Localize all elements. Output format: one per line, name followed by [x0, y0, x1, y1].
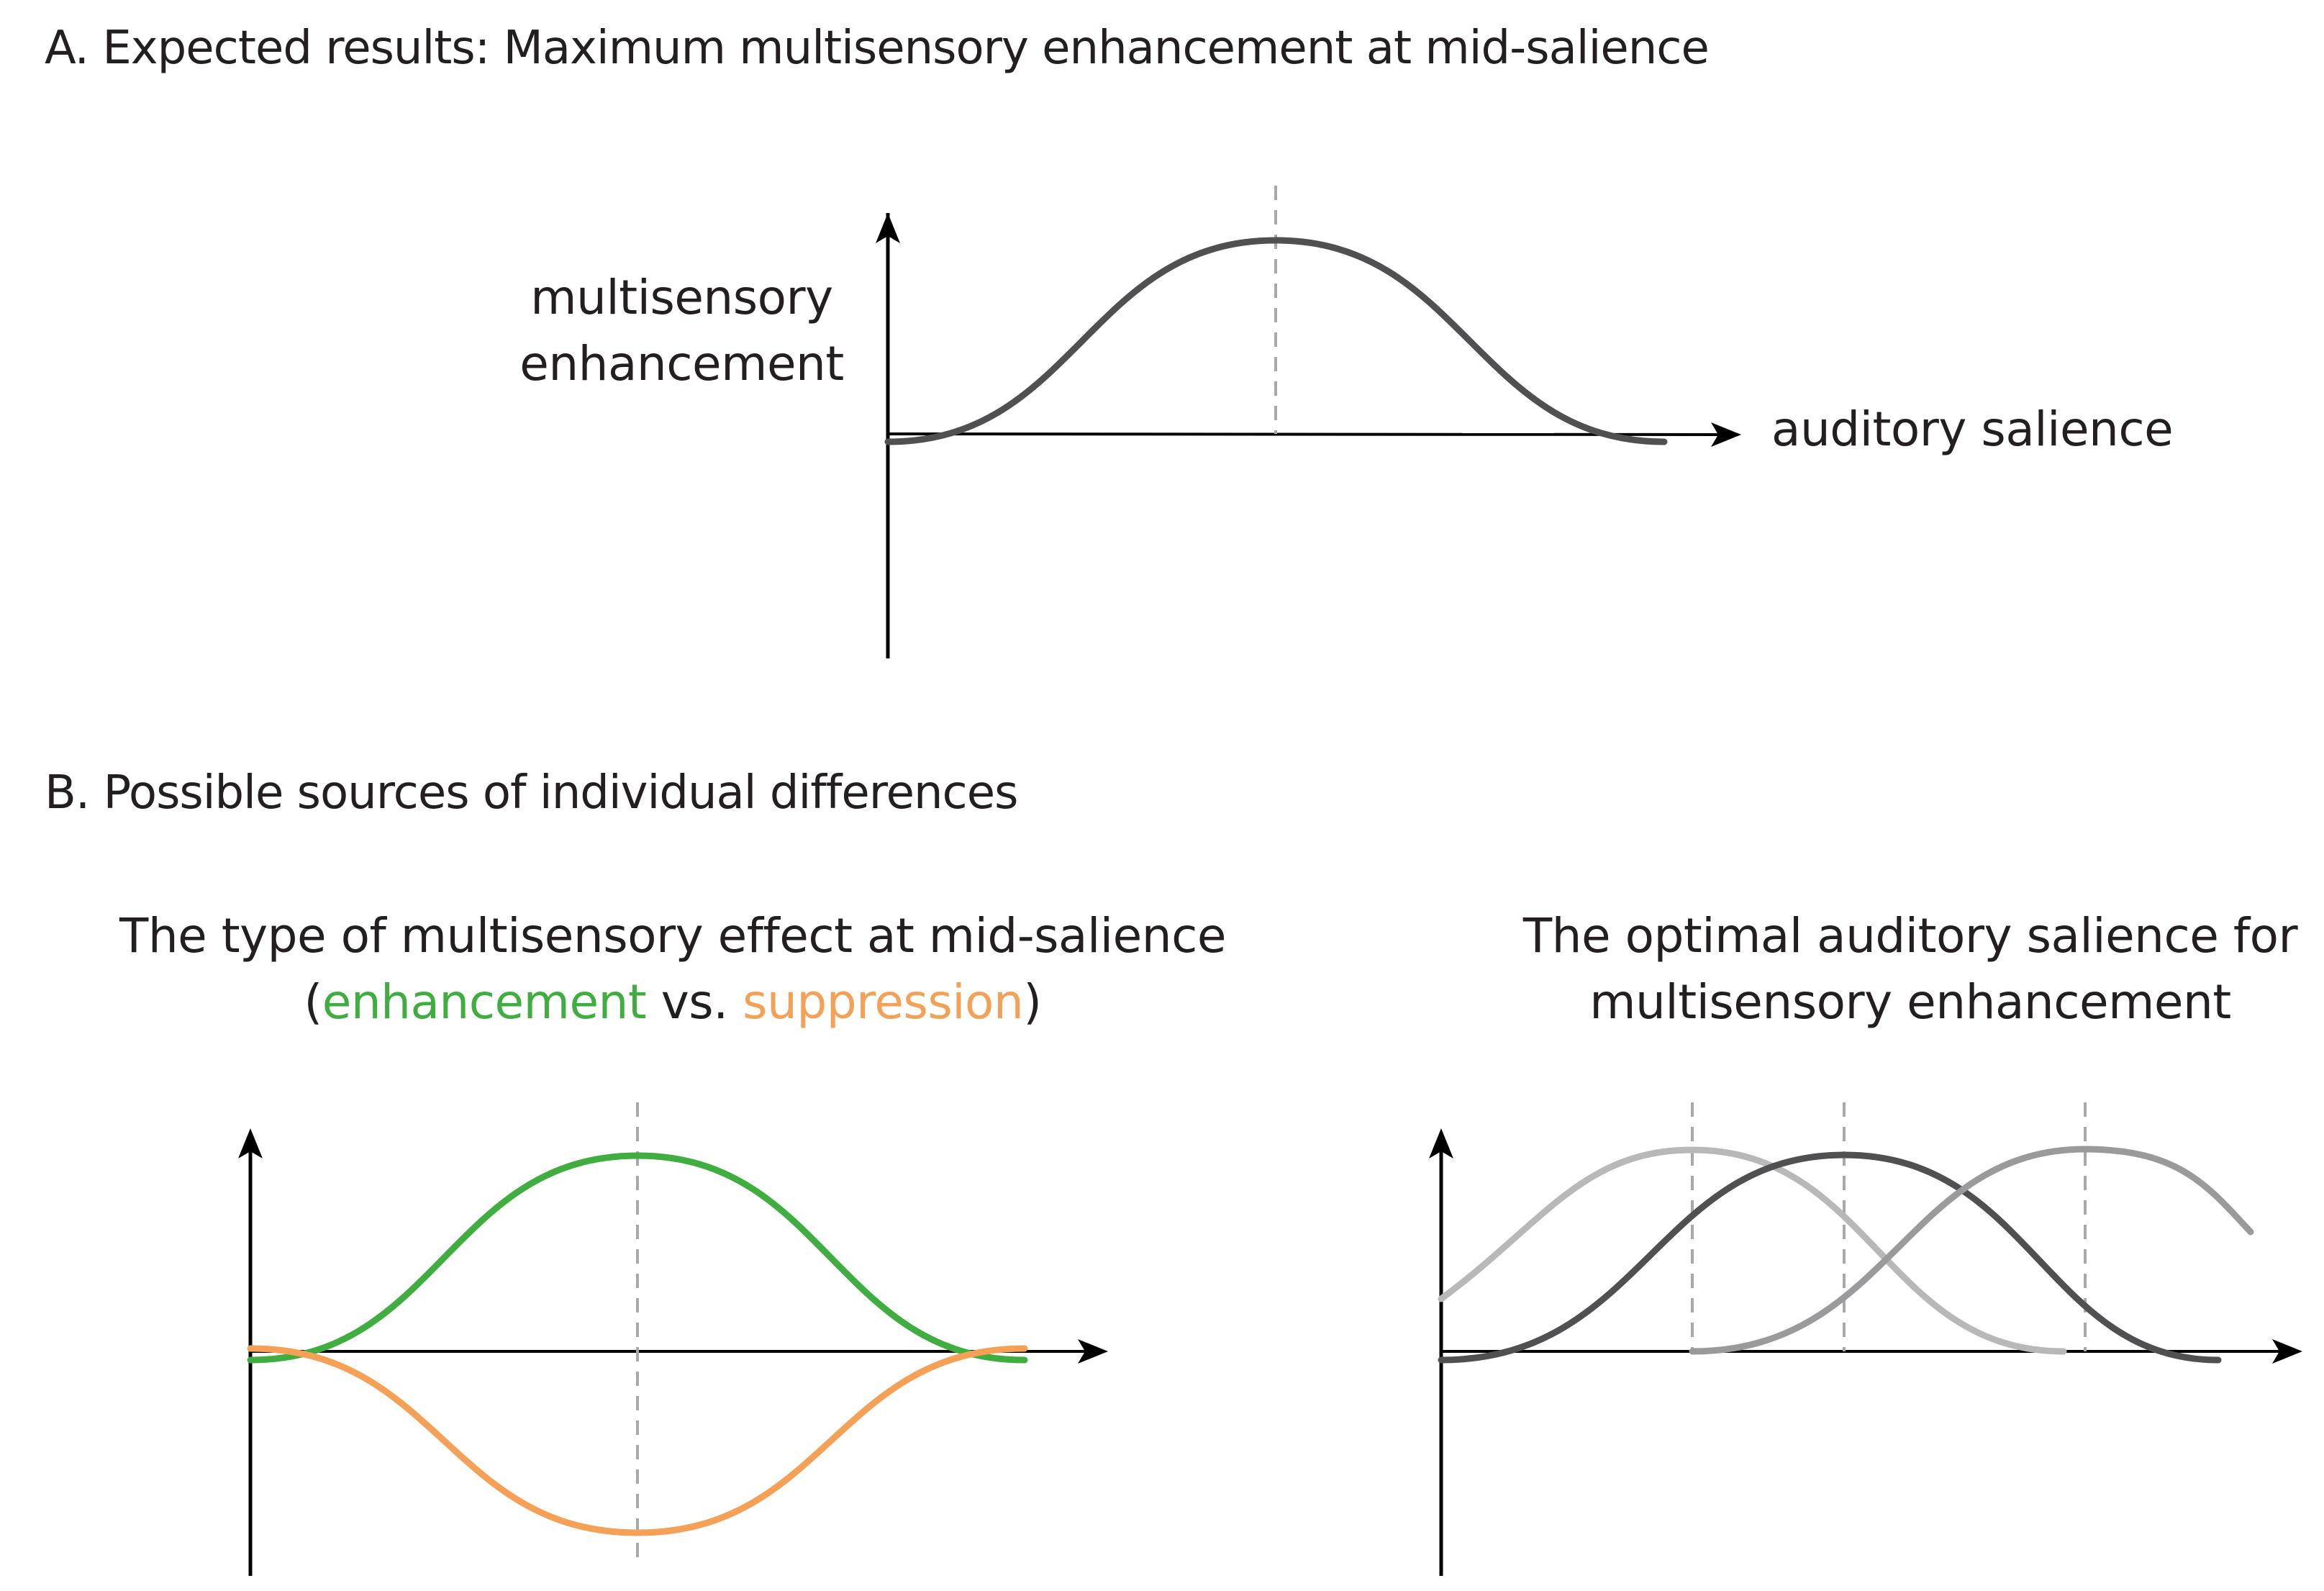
enhancement-curve — [247, 1152, 1028, 1364]
suppression-curve — [247, 1345, 1028, 1536]
mid-gray-curve — [1689, 1146, 2254, 1355]
right-subplot-title-line2: multisensory enhancement — [1589, 974, 2231, 1030]
left-subplot-title-line1: The type of multisensory effect at mid-s… — [119, 908, 1226, 964]
light-gray-curve — [1438, 1146, 2067, 1355]
left-subplot — [238, 1102, 1108, 1576]
y-axis-label: multisensory enhancement — [518, 265, 845, 397]
suppression-word: suppression — [743, 974, 1024, 1030]
right-subplot-title: The optimal auditory salience for multis… — [1504, 903, 2317, 1035]
close-paren: ) — [1023, 974, 1042, 1030]
left-subplot-title-line2: (enhancement vs. suppression) — [101, 969, 1245, 1035]
dark-gray-curve — [1438, 1151, 2222, 1364]
left-subplot-title: The type of multisensory effect at mid-s… — [101, 903, 1245, 1035]
y-axis-label-line1: multisensory — [530, 270, 833, 325]
panel-a-x-arrowhead — [1711, 422, 1741, 447]
left-x-arrowhead — [1078, 1339, 1108, 1364]
panel-a-y-arrowhead — [876, 213, 900, 243]
left-y-arrowhead — [238, 1128, 263, 1159]
x-axis-label: auditory salience — [1771, 402, 2174, 457]
right-subplot-title-line1: The optimal auditory salience for — [1522, 908, 2298, 964]
panel-a-plot — [876, 186, 1741, 658]
panel-a-x-axis — [887, 432, 1720, 436]
open-paren: ( — [304, 974, 322, 1030]
panel-a-title: A. Expected results: Maximum multisensor… — [45, 22, 1710, 75]
enhancement-word: enhancement — [322, 974, 647, 1030]
right-subplot — [1429, 1102, 2302, 1576]
y-axis-label-line2: enhancement — [519, 336, 844, 391]
panel-b-title: B. Possible sources of individual differ… — [45, 766, 1018, 820]
vs-word: vs. — [646, 974, 743, 1030]
right-x-arrowhead — [2272, 1339, 2302, 1364]
panel-a-curve — [884, 237, 1668, 445]
right-y-arrowhead — [1429, 1128, 1453, 1159]
